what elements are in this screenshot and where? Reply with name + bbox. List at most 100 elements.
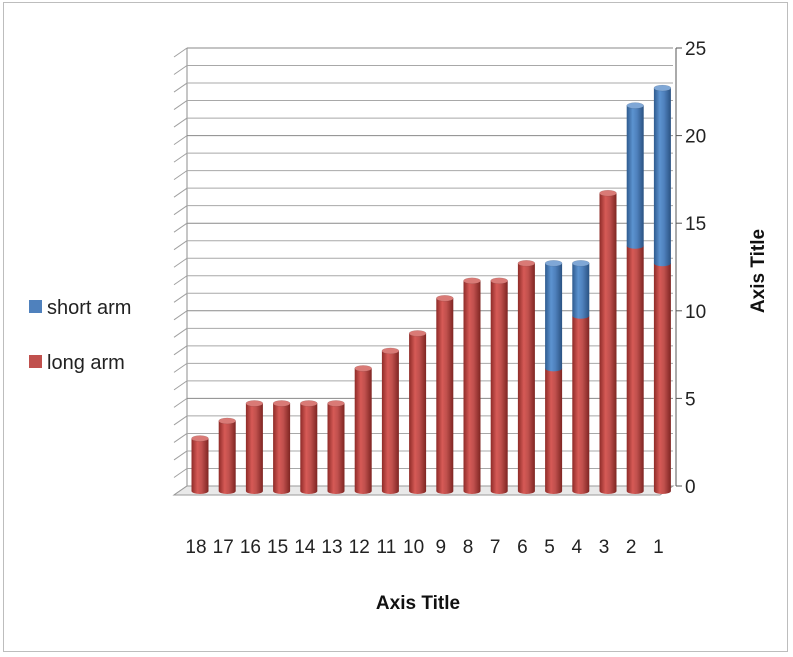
x-tick-label: 2: [626, 537, 637, 558]
bar-short-arm-1: [653, 88, 671, 267]
bar-long-arm-6: [517, 263, 535, 494]
bar-top-12: [354, 365, 372, 372]
bars: [191, 84, 672, 494]
x-tick-label: 3: [599, 537, 610, 558]
side-gridline: [173, 222, 188, 233]
y-tick-label: 15: [685, 214, 706, 235]
y-tick-label: 25: [685, 39, 706, 60]
bar-long-arm-3: [599, 193, 617, 494]
side-gridline: [173, 170, 188, 181]
x-tick-label: 12: [349, 537, 370, 558]
bar-long-arm-5: [545, 368, 563, 494]
bar-top-1: [653, 84, 672, 92]
legend-swatch-long-arm: [29, 355, 42, 368]
side-gridline: [173, 187, 188, 198]
bar-top-4: [572, 259, 590, 267]
bar-long-arm-13: [327, 403, 345, 494]
bar-top-15: [272, 400, 291, 407]
side-gridline: [173, 117, 188, 128]
bar-long-arm-14: [300, 403, 318, 494]
side-gridline: [173, 468, 188, 478]
bar-long-arm-4: [572, 315, 590, 494]
bar-long-arm-8: [463, 280, 481, 494]
y-tick-label: 10: [685, 302, 706, 323]
side-gridline: [173, 240, 188, 251]
x-tick-label: 7: [490, 537, 501, 558]
bar-long-arm-16: [245, 403, 263, 494]
x-axis-ticks: 18 17 16 15 14 13 12 11 10 9 8 7 6 5 4 3 2 1: [185, 537, 663, 558]
side-gridline: [173, 310, 188, 321]
bar-long-arm-11: [381, 350, 399, 494]
side-gridline: [173, 415, 188, 426]
side-gridline: [173, 135, 188, 146]
x-tick-label: 13: [321, 537, 342, 558]
y-tick-label: 5: [685, 389, 696, 410]
side-gridline: [173, 397, 188, 408]
side-gridline: [173, 450, 188, 461]
side-gridline: [173, 362, 188, 373]
side-gridline: [173, 65, 188, 75]
x-tick-label: 4: [572, 537, 583, 558]
side-gridline: [173, 257, 188, 268]
gridlines: [172, 47, 675, 496]
legend-swatch-short-arm: [29, 300, 42, 313]
bar-top-17: [218, 417, 236, 425]
legend-item-short-arm: short arm: [29, 297, 131, 319]
bar-top-14: [300, 400, 318, 407]
side-gridline: [173, 345, 188, 356]
x-tick-label: 10: [403, 537, 424, 558]
bar-top-2: [626, 102, 644, 109]
legend-item-long-arm: long arm: [29, 352, 125, 374]
bar-short-arm-4: [572, 263, 590, 319]
legend-label-short-arm: short arm: [47, 297, 131, 319]
x-tick-label: 18: [185, 537, 206, 558]
bar-top-13: [327, 400, 345, 407]
x-tick-label: 8: [463, 537, 474, 558]
bar-top-7: [490, 277, 508, 285]
side-gridline: [173, 100, 188, 110]
side-gridline: [173, 152, 188, 163]
x-tick-label: 9: [436, 537, 447, 558]
side-gridline: [173, 82, 188, 93]
x-tick-label: 1: [653, 537, 664, 558]
bar-long-arm-15: [273, 403, 291, 494]
side-gridline: [173, 380, 188, 391]
legend-label-long-arm: long arm: [47, 352, 125, 374]
bar-top-16: [245, 400, 264, 407]
bar-top-3: [599, 189, 617, 197]
bar-long-arm-7: [490, 280, 508, 494]
legend: short arm long arm: [29, 297, 131, 374]
chart-frame: 0 5 10 15 20 25 18 17 16 15 14 13 12 11 10 9 8 7 6 5 4 3 2 1 A…: [3, 2, 788, 652]
x-tick-label: 14: [294, 537, 316, 558]
bar-short-arm-2: [626, 105, 644, 249]
side-gridline: [173, 292, 188, 303]
x-tick-label: 5: [544, 537, 555, 558]
side-gridline: [173, 205, 188, 216]
bar-top-9: [436, 295, 454, 302]
side-gridline: [173, 327, 188, 338]
bar-top-11: [381, 347, 400, 355]
x-tick-label: 15: [267, 537, 288, 558]
x-tick-label: 17: [213, 537, 234, 558]
side-gridline: [173, 275, 188, 286]
bar-long-arm-12: [354, 368, 372, 494]
bar-top-18: [191, 435, 209, 442]
y-axis-title: Axis Title: [748, 229, 769, 313]
y-tick-label: 20: [685, 127, 706, 148]
side-gridline: [173, 433, 188, 443]
bar-long-arm-2: [626, 245, 644, 494]
bar-top-8: [463, 277, 481, 285]
bar-long-arm-18: [191, 438, 209, 494]
bar-long-arm-1: [653, 263, 671, 494]
bar-long-arm-17: [218, 420, 236, 494]
x-tick-label: 16: [240, 537, 261, 558]
side-gridline: [173, 47, 188, 58]
y-axis-ticks: 0 5 10 15 20 25: [675, 39, 706, 498]
bar-top-6: [517, 259, 536, 267]
x-tick-label: 11: [377, 537, 397, 558]
bar-long-arm-10: [409, 333, 427, 494]
y-tick-label: 0: [685, 477, 696, 498]
bar-top-10: [408, 330, 427, 337]
bar-short-arm-5: [545, 263, 563, 372]
